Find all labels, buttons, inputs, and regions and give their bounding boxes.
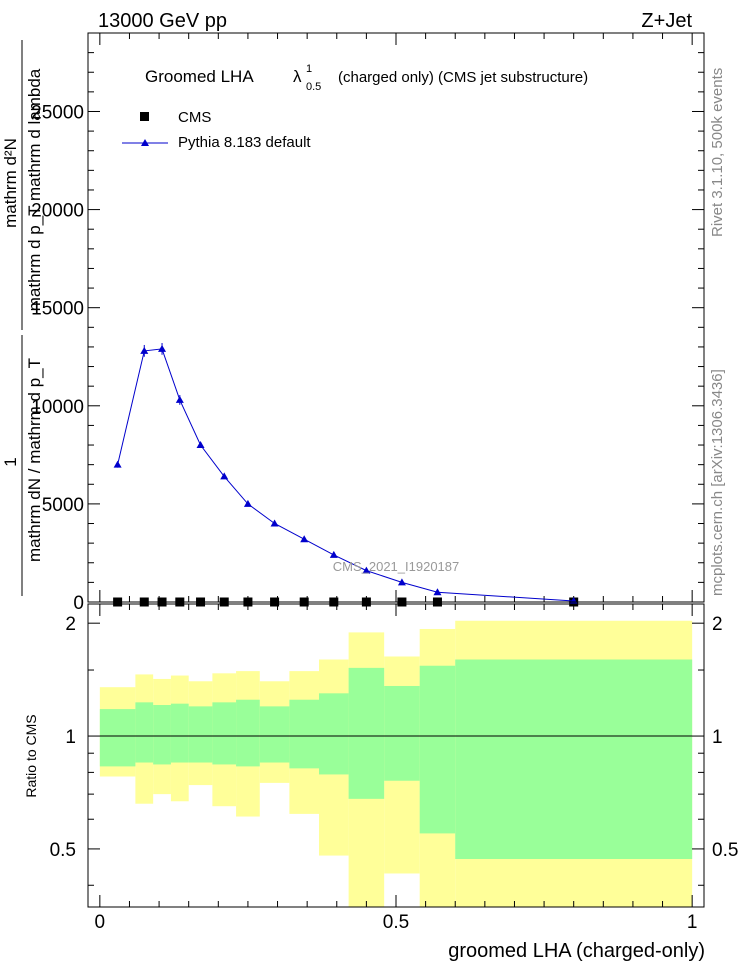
- main-panel: 0 5000 10000 15000 20000 25000 Groomed LHA λ …: [1, 32, 705, 614]
- pythia-point: [397, 578, 406, 586]
- stat-band-bin: [135, 702, 154, 763]
- ylabel-prefactor: 1: [1, 457, 20, 466]
- ylabel-denominator: mathrm d p_T mathrm d lambda: [25, 68, 44, 311]
- legend-pythia-marker: [141, 139, 149, 146]
- ylabel-mid: mathrm dN / mathrm d p_T: [25, 358, 44, 562]
- pythia-point: [270, 519, 279, 527]
- stat-band-bin: [188, 706, 213, 763]
- stat-band-bin: [419, 665, 456, 834]
- main-ytick-label: 15000: [31, 299, 84, 320]
- pythia-point: [243, 499, 252, 507]
- ratio-panel: 0.5 0.5 1 1 2 2 0 0.5 1 Ratio to CMS groomed LHA…: [23, 603, 738, 962]
- ratio-xtick-label: 0: [95, 912, 106, 933]
- header-right: Z+Jet: [641, 10, 692, 32]
- ratio-xtick-label: 1: [687, 912, 698, 933]
- ratio-ytick-label: 0.5: [50, 840, 76, 861]
- main-ytick-label: 5000: [42, 495, 84, 516]
- legend-cms-marker: [140, 112, 149, 121]
- main-title: Groomed LHA λ 1 0.5 (charged only) (CMS …: [145, 63, 588, 93]
- stat-band-bin: [99, 709, 136, 767]
- ratio-ylabel: Ratio to CMS: [23, 714, 39, 797]
- stat-band-bin: [170, 703, 189, 763]
- stat-band-bin: [384, 685, 420, 781]
- main-ytick-label: 25000: [31, 102, 84, 123]
- ratio-ytick-label: 1: [65, 727, 76, 748]
- pythia-point: [113, 460, 122, 468]
- pythia-point: [220, 472, 229, 480]
- title-sub: 0.5: [306, 81, 321, 93]
- ratio-frame: [87, 603, 705, 908]
- legend-cms-label: CMS: [178, 109, 211, 126]
- stat-band-bin: [212, 702, 237, 765]
- pythia-point: [158, 344, 167, 352]
- main-ticks: 0 5000 10000 15000 20000 25000: [31, 33, 704, 614]
- ylabel-numerator: mathrm d²N: [1, 138, 20, 228]
- title-sup: 1: [306, 63, 312, 75]
- stat-band-bin: [455, 659, 693, 859]
- pythia-point: [329, 550, 338, 558]
- ratio-ytick-label-right: 0.5: [712, 840, 738, 861]
- ratio-xtick-label: 0.5: [383, 912, 409, 933]
- ratio-bands: [99, 620, 693, 907]
- watermark: CMS_2021_I1920187: [333, 559, 460, 574]
- title-suffix: (charged only) (CMS jet substructure): [338, 69, 588, 86]
- stat-band-bin: [153, 705, 171, 765]
- pythia-point: [175, 395, 184, 403]
- rivet-label: Rivet 3.1.10, 500k events: [709, 68, 726, 237]
- header-left: 13000 GeV pp: [98, 10, 227, 32]
- ratio-ticks: 0.5 0.5 1 1 2 2 0 0.5 1: [50, 604, 738, 933]
- title-symbol: λ: [293, 67, 302, 86]
- pythia-point: [196, 441, 205, 449]
- pythia-point: [433, 588, 442, 596]
- legend-pythia-label: Pythia 8.183 default: [178, 134, 311, 151]
- main-ytick-label: 10000: [31, 397, 84, 418]
- main-ytick-label: 0: [73, 593, 84, 614]
- title-prefix: Groomed LHA: [145, 67, 254, 86]
- stat-band-bin: [259, 706, 290, 763]
- stat-band-bin: [319, 693, 349, 775]
- stat-band-bin: [289, 699, 319, 769]
- mcplots-label: mcplots.cern.ch [arXiv:1306.3436]: [709, 369, 726, 596]
- main-ylabel: mathrm d²N mathrm d p_T mathrm d lambda …: [1, 40, 44, 596]
- xlabel: groomed LHA (charged-only): [448, 940, 705, 962]
- stat-band-bin: [348, 667, 385, 799]
- ratio-ytick-label: 2: [65, 614, 76, 635]
- legend: CMS Pythia 8.183 default: [122, 109, 311, 151]
- main-frame: [87, 32, 705, 603]
- pythia-point: [300, 535, 309, 543]
- main-ytick-label: 20000: [31, 201, 84, 222]
- ratio-ytick-label-right: 1: [712, 727, 723, 748]
- pythia-line: [117, 348, 574, 602]
- stat-band-bin: [236, 699, 260, 767]
- ratio-ytick-label-right: 2: [712, 614, 723, 635]
- pythia-point: [362, 566, 371, 574]
- pythia-point: [140, 346, 149, 354]
